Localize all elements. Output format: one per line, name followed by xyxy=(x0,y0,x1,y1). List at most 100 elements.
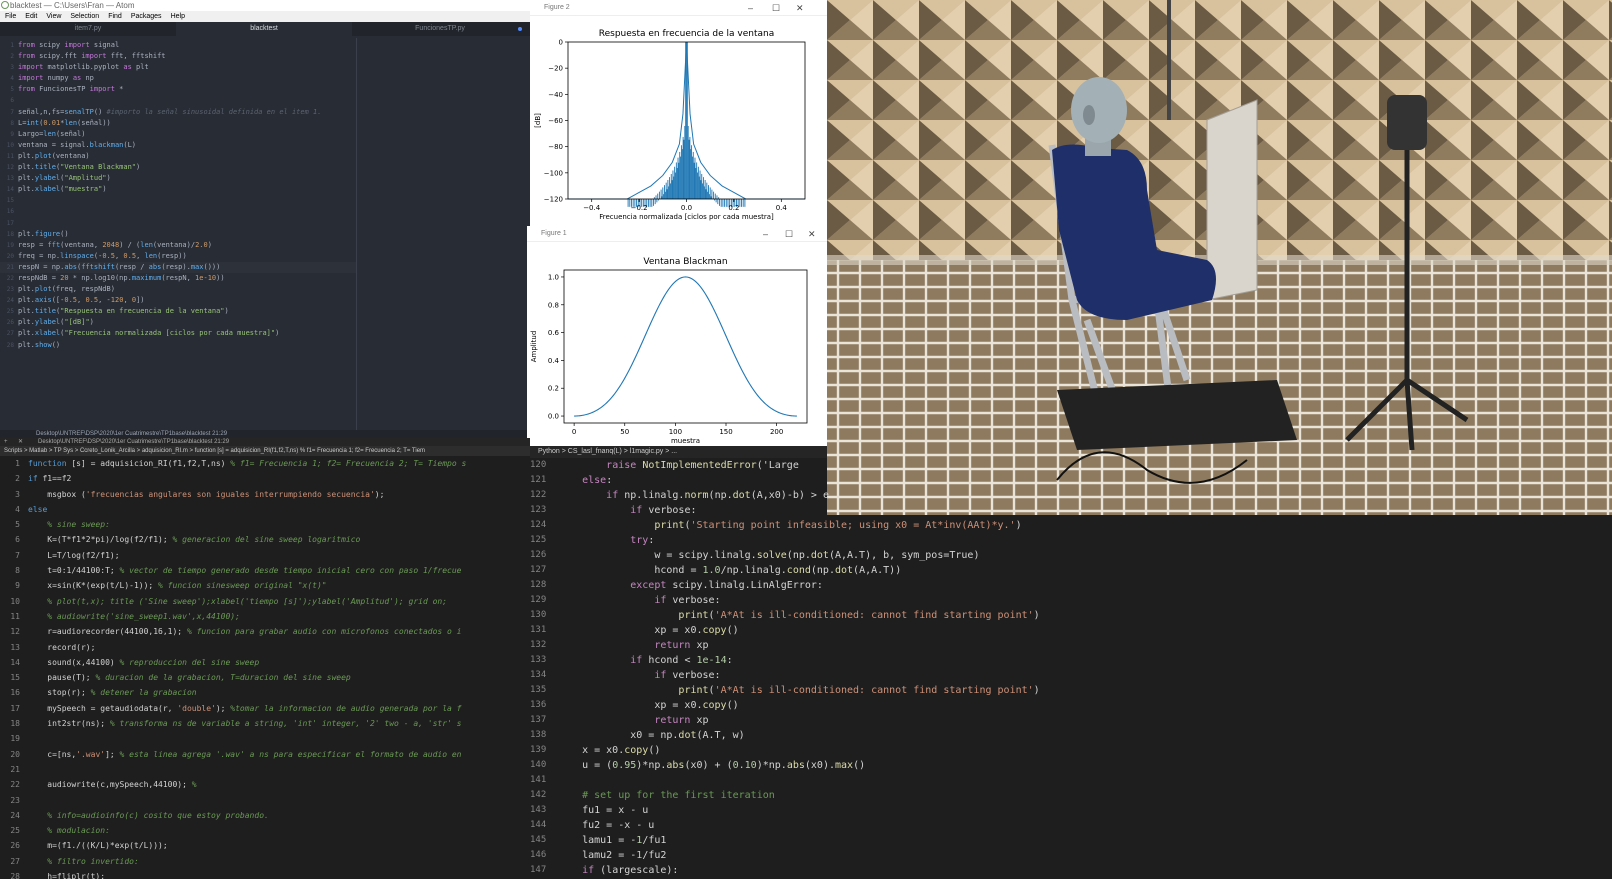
code-line[interactable]: 26 plt.ylabel("[dB]") xyxy=(0,317,356,328)
code-line[interactable]: 6 xyxy=(0,95,356,106)
code-line[interactable]: 24 % info=audioinfo(c) cosito que estoy … xyxy=(0,808,530,823)
tab-item7-py[interactable]: item7.py xyxy=(0,22,176,36)
code-line[interactable]: 7 señal,n,fs=senalTP() #importo la señal … xyxy=(0,107,356,118)
python-breadcrumb[interactable]: Python > CS_lasl_fnanq(L) > l1magic.py >… xyxy=(530,446,827,458)
code-line[interactable]: 131 xp = x0.copy() xyxy=(530,623,1612,638)
code-line[interactable]: 15 pause(T); % duracion de la grabacion,… xyxy=(0,670,530,685)
code-line[interactable]: 18 plt.figure() xyxy=(0,229,356,240)
code-line[interactable]: 5 from FuncionesTP import * xyxy=(0,84,356,95)
code-line[interactable]: 147 if (largescale): xyxy=(530,863,1612,878)
code-line[interactable]: 23 xyxy=(0,793,530,808)
maximize-icon[interactable]: ☐ xyxy=(785,229,794,239)
code-line[interactable]: 140 u = (0.95)*np.abs(x0) + (0.10)*np.ab… xyxy=(530,758,1612,773)
code-line[interactable]: 11 % audiowrite('sine_sweep1.wav',x,4410… xyxy=(0,609,530,624)
code-line[interactable]: 121 else: xyxy=(530,473,1612,488)
menu-item-view[interactable]: View xyxy=(46,13,62,20)
code-line[interactable]: 8 t=0:1/44100:T; % vector de tiempo gene… xyxy=(0,563,530,578)
code-line[interactable]: 3 msgbox ('frecuencias angulares son igu… xyxy=(0,487,530,502)
code-line[interactable]: 14 sound(x,44100) % reproduccion del sin… xyxy=(0,655,530,670)
code-line[interactable]: 135 print('A*At is ill-conditioned: cann… xyxy=(530,683,1612,698)
code-line[interactable]: 136 xp = x0.copy() xyxy=(530,698,1612,713)
code-line[interactable]: 4 import numpy as np xyxy=(0,73,356,84)
code-line[interactable]: 1 from scipy import signal xyxy=(0,40,356,51)
menu-item-edit[interactable]: Edit xyxy=(25,13,38,20)
code-line[interactable]: 15 xyxy=(0,195,356,206)
code-line[interactable]: 20 c=[ns,'.wav']; % esta linea agrega '.… xyxy=(0,747,530,762)
code-line[interactable]: 16 xyxy=(0,206,356,217)
code-line[interactable]: 138 x0 = np.dot(A.T, w) xyxy=(530,728,1612,743)
code-line[interactable]: 21 respN = np.abs(fftshift(resp / abs(res… xyxy=(0,261,356,273)
code-line[interactable]: 10 % plot(t,x); title ('Sine sweep');xla… xyxy=(0,594,530,609)
code-line[interactable]: 7 L=T/log(f2/f1); xyxy=(0,548,530,563)
code-line[interactable]: 5 % sine sweep: xyxy=(0,517,530,532)
code-line[interactable]: 145 lamu1 = -1/fu1 xyxy=(530,833,1612,848)
atom-code-editor[interactable]: 1 from scipy import signal 2 from scipy.fft… xyxy=(0,38,356,430)
close-icon[interactable]: ✕ xyxy=(796,3,804,13)
code-line[interactable]: 13 record(r); xyxy=(0,640,530,655)
code-line[interactable]: 123 if verbose: xyxy=(530,503,1612,518)
code-line[interactable]: 26 m=(f1./((K/L)*exp(t/L))); xyxy=(0,838,530,853)
code-line[interactable]: 20 freq = np.linspace(-0.5, 0.5, len(resp… xyxy=(0,251,356,262)
code-line[interactable]: 129 if verbose: xyxy=(530,593,1612,608)
code-line[interactable]: 10 ventana = signal.blackman(L) xyxy=(0,140,356,151)
code-line[interactable]: 19 resp = fft(ventana, 2048) / (len(venta… xyxy=(0,240,356,251)
code-line[interactable]: 9 x=sin(K*(exp(t/L)-1)); % funcion sines… xyxy=(0,578,530,593)
code-line[interactable]: 2 if f1==f2 xyxy=(0,471,530,486)
code-line[interactable]: 19 xyxy=(0,731,530,746)
code-line[interactable]: 13 plt.ylabel("Amplitud") xyxy=(0,173,356,184)
code-line[interactable]: 130 print('A*At is ill-conditioned: cann… xyxy=(530,608,1612,623)
code-line[interactable]: 146 lamu2 = -1/fu2 xyxy=(530,848,1612,863)
code-line[interactable]: 18 int2str(ns); % transforma ns de varia… xyxy=(0,716,530,731)
code-line[interactable]: 24 plt.axis([-0.5, 0.5, -120, 0]) xyxy=(0,295,356,306)
python-code[interactable]: 120 raise NotImplementedError('Large 121 … xyxy=(530,458,1612,879)
code-line[interactable]: 144 fu2 = -x - u xyxy=(530,818,1612,833)
code-line[interactable]: 12 plt.title("Ventana Blackman") xyxy=(0,162,356,173)
code-line[interactable]: 143 fu1 = x - u xyxy=(530,803,1612,818)
menu-item-help[interactable]: Help xyxy=(170,13,185,20)
minimize-icon[interactable]: – xyxy=(763,229,769,239)
code-line[interactable]: 25 % modulacion: xyxy=(0,823,530,838)
code-line[interactable]: 16 stop(r); % detener la grabacion xyxy=(0,685,530,700)
code-line[interactable]: 22 audiowrite(c,mySpeech,44100); % xyxy=(0,777,530,792)
code-line[interactable]: 133 if hcond < 1e-14: xyxy=(530,653,1612,668)
code-line[interactable]: 25 plt.title("Respuesta en frecuencia de … xyxy=(0,306,356,317)
code-line[interactable]: 126 w = scipy.linalg.solve(np.dot(A,A.T)… xyxy=(530,548,1612,563)
code-line[interactable]: 142 # set up for the first iteration xyxy=(530,788,1612,803)
code-line[interactable]: 12 r=audiorecorder(44100,16,1); % funcio… xyxy=(0,624,530,639)
code-line[interactable]: 141 xyxy=(530,773,1612,788)
code-line[interactable]: 137 return xp xyxy=(530,713,1612,728)
maximize-icon[interactable]: ☐ xyxy=(772,3,781,13)
code-line[interactable]: 132 return xp xyxy=(530,638,1612,653)
menu-item-packages[interactable]: Packages xyxy=(130,13,162,20)
menu-item-selection[interactable]: Selection xyxy=(70,13,100,20)
code-line[interactable]: 120 raise NotImplementedError('Large xyxy=(530,458,1612,473)
tab-funcionestp-py[interactable]: FuncionesTP.py xyxy=(352,22,528,36)
code-line[interactable]: 6 K=(T*f1*2*pi)/log(f2/f1); % generacion… xyxy=(0,532,530,547)
code-line[interactable]: 4 else xyxy=(0,502,530,517)
code-line[interactable]: 128 except scipy.linalg.LinAlgError: xyxy=(530,578,1612,593)
code-line[interactable]: 139 x = x0.copy() xyxy=(530,743,1612,758)
code-line[interactable]: 122 if np.linalg.norm(np.dot(A,x0)-b) > … xyxy=(530,488,1612,503)
code-line[interactable]: 27 % filtro invertido: xyxy=(0,854,530,869)
code-line[interactable]: 9 Largo=len(señal) xyxy=(0,129,356,140)
code-line[interactable]: 125 try: xyxy=(530,533,1612,548)
code-line[interactable]: 17 mySpeech = getaudiodata(r, 'double');… xyxy=(0,701,530,716)
code-line[interactable]: 124 print('Starting point infeasible; us… xyxy=(530,518,1612,533)
code-line[interactable]: 28 h=fliplr(t); xyxy=(0,869,530,879)
code-line[interactable]: 8 L=int(0.01*len(señal)) xyxy=(0,118,356,129)
code-line[interactable]: 23 plt.plot(freq, respNdB) xyxy=(0,284,356,295)
code-line[interactable]: 17 xyxy=(0,218,356,229)
code-line[interactable]: 134 if verbose: xyxy=(530,668,1612,683)
matlab-code[interactable]: 1 function [s] = adquisicion_RI(f1,f2,T,n… xyxy=(0,456,530,879)
code-line[interactable]: 22 respNdB = 20 * np.log10(np.maximum(res… xyxy=(0,273,356,284)
code-line[interactable]: 3 import matplotlib.pyplot as plt xyxy=(0,62,356,73)
code-line[interactable]: 28 plt.show() xyxy=(0,340,356,351)
code-line[interactable]: 27 plt.xlabel("Frecuencia normalizada [ci… xyxy=(0,328,356,339)
code-line[interactable]: 1 function [s] = adquisicion_RI(f1,f2,T,n… xyxy=(0,456,530,471)
add-icon[interactable]: + xyxy=(4,439,8,445)
matlab-breadcrumb[interactable]: Scripts > Matlab > TP Sys > Ccreto_Lonik… xyxy=(0,446,530,456)
close-icon[interactable]: ✕ xyxy=(808,229,816,239)
code-line[interactable]: 11 plt.plot(ventana) xyxy=(0,151,356,162)
code-line[interactable]: 21 xyxy=(0,762,530,777)
code-line[interactable]: 2 from scipy.fft import fft, fftshift xyxy=(0,51,356,62)
